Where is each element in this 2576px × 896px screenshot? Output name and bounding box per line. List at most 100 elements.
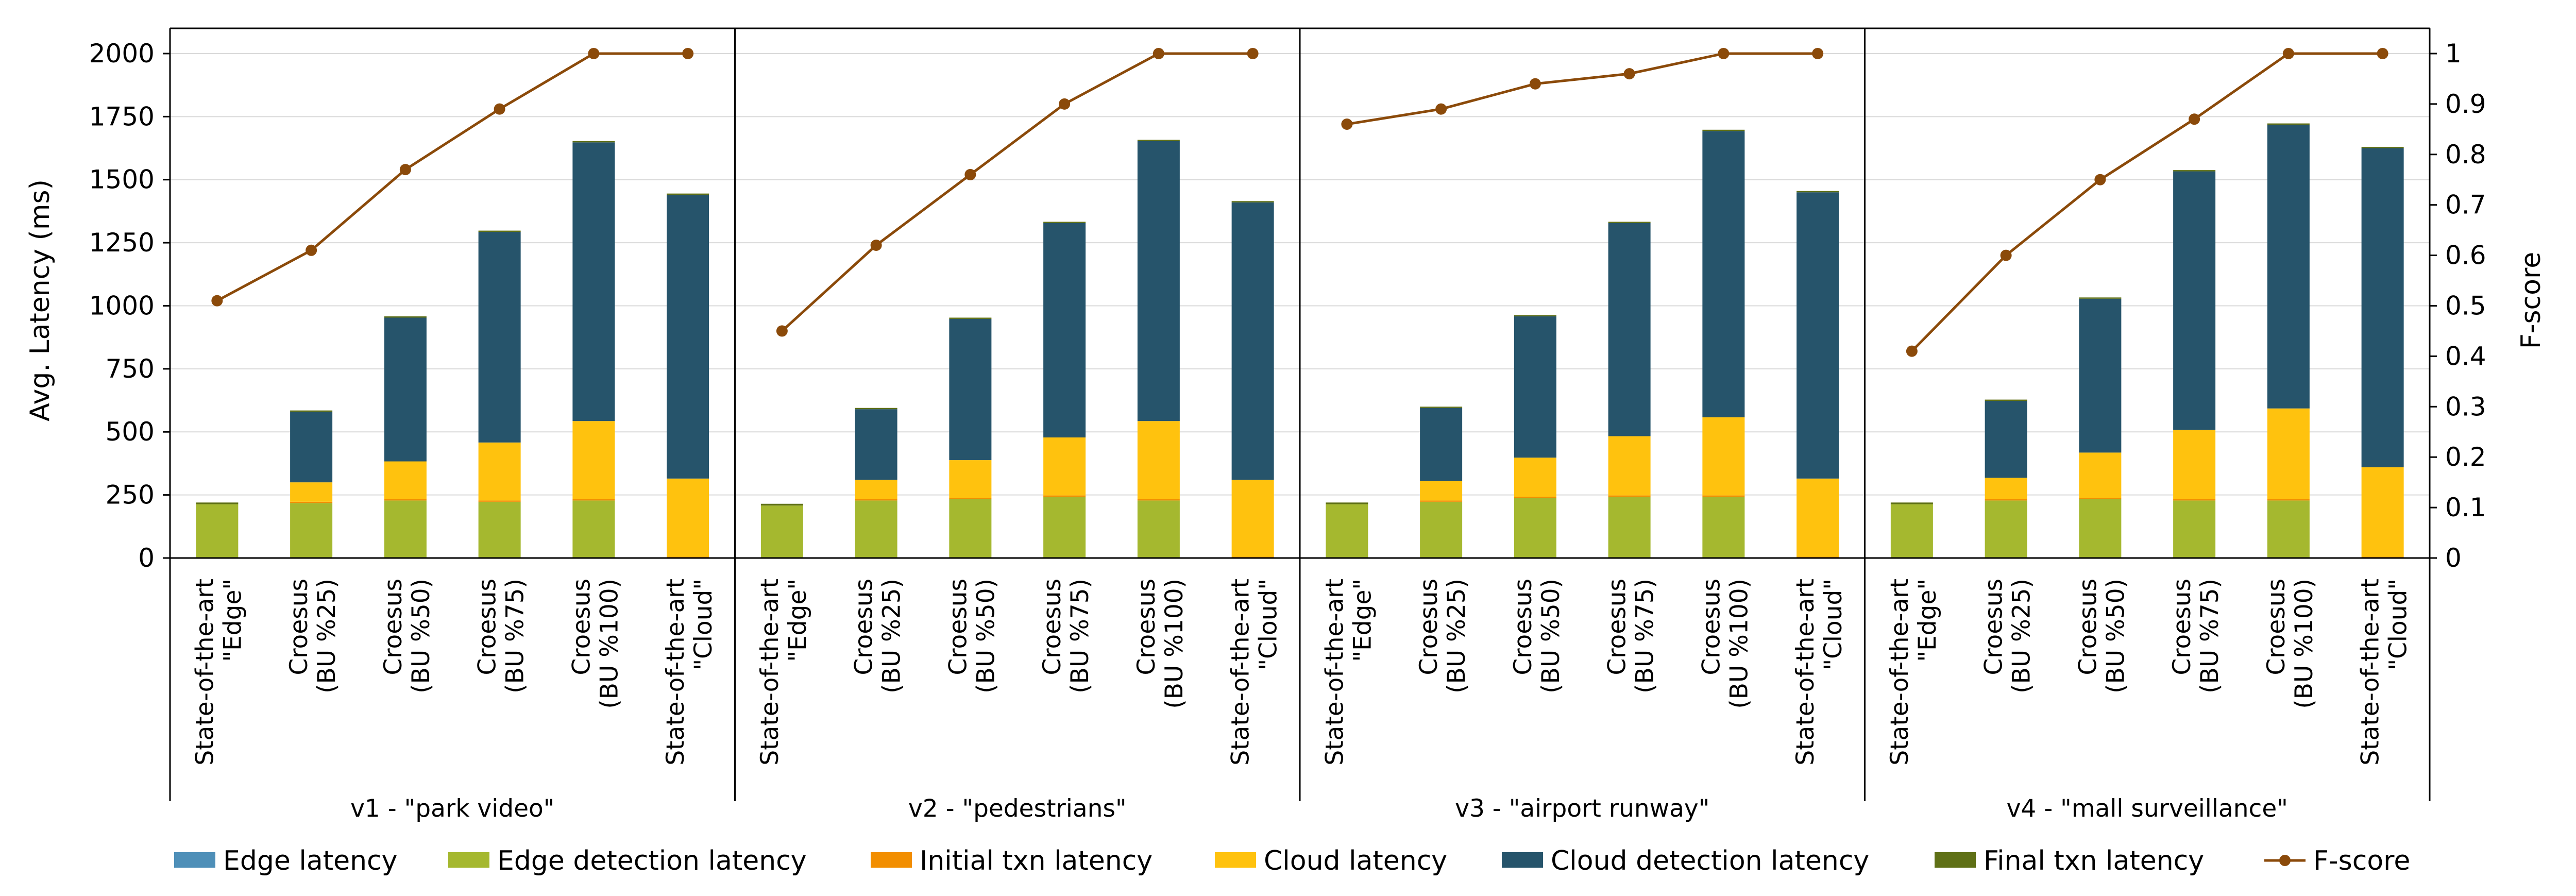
category-label: Croesus(BU %25) [850,579,906,694]
bar-segment-initial-txn-latency [1608,495,1651,497]
fscore-point [494,103,505,115]
bars [196,123,2404,558]
bar-segment-cloud-detection-latency [1231,202,1274,480]
legend-label: Edge detection latency [497,846,807,876]
y-tick-label: 250 [106,480,155,510]
bar-segment-final-txn-latency [2361,147,2404,148]
bar-segment-final-txn-latency [1137,140,1180,141]
bar-segment-final-txn-latency [2079,297,2122,299]
fscore-point [1718,47,1730,59]
bar-segment-final-txn-latency [290,410,333,412]
group-label: v2 - "pedestrians" [908,794,1127,823]
bar-segment-cloud-detection-latency [572,142,615,421]
bar-segment-cloud-detection-latency [1702,131,1745,417]
y2-tick-label: 0.5 [2445,291,2486,320]
category-label: State-of-the-art"Edge" [191,579,247,766]
y-tick-label: 0 [138,543,155,573]
bar-segment-edge-detection-latency [2173,500,2216,557]
bar-segment-cloud-detection-latency [1797,192,1839,479]
y-axis-title: Avg. Latency (ms) [25,179,56,421]
y-tick-label: 500 [106,417,155,447]
category-label: Croesus(BU %75) [2168,579,2224,694]
legend-swatch [871,852,912,868]
legend-label: Cloud detection latency [1551,846,1869,876]
legend-swatch [174,852,215,868]
bar-segment-final-txn-latency [478,230,521,232]
bar-segment-initial-txn-latency [2267,499,2310,501]
bar-segment-final-txn-latency [760,503,803,506]
legend-swatch [1502,852,1543,868]
legend: Edge latency Edge detection latency Initia… [174,846,2410,876]
bar-segment-cloud-detection-latency [1043,223,1086,438]
bar-segment-cloud-latency [1231,480,1274,557]
bar-segment-final-txn-latency [1608,222,1651,223]
bar-segment-edge-detection-latency [384,500,427,557]
bar-segment-cloud-latency [1043,437,1086,496]
bar-segment-final-txn-latency [1043,222,1086,223]
y2-tick-label: 0.9 [2445,89,2486,119]
bar-segment-final-txn-latency [667,193,709,195]
fscore-point [211,295,223,307]
y2-tick-label: 0.3 [2445,392,2486,421]
bar-segment-cloud-latency [572,421,615,499]
bar-segment-cloud-detection-latency [1137,141,1180,421]
category-label: Croesus(BU %25) [285,579,341,694]
bar-segment-edge-detection-latency [2267,500,2310,557]
bar-segment-edge-detection-latency [949,499,992,557]
bar-segment-cloud-detection-latency [290,412,333,483]
fscore-point [1435,103,1447,115]
legend-swatch [1935,852,1976,868]
bar-segment-cloud-detection-latency [384,317,427,462]
category-label: Croesus(BU %100) [1132,579,1189,709]
y2-tick-label: 0.7 [2445,190,2486,220]
y-tick-label: 1250 [89,228,155,258]
bar-segment-edge-detection-latency [1985,500,2027,557]
category-label: State-of-the-art"Cloud" [1791,579,1848,766]
bar-segment-cloud-detection-latency [1985,401,2027,478]
bar-segment-cloud-latency [855,480,897,499]
fscore-point [1812,47,1824,59]
bar-segment-cloud-latency [478,442,521,501]
bar-segment-final-txn-latency [2173,170,2216,172]
bar-segment-cloud-latency [1797,478,1839,557]
category-label: Croesus(BU %25) [1980,579,2036,694]
category-label: State-of-the-art"Cloud" [1227,579,1283,766]
bar-segment-final-txn-latency [1514,315,1556,317]
bar-segment-edge-detection-latency [1043,497,1086,557]
bar-segment-cloud-latency [2079,452,2122,498]
fscore-point [1247,47,1259,59]
y-tick-label: 1750 [89,102,155,131]
group-label: v3 - "airport runway" [1455,794,1709,823]
y2-tick-label: 0.8 [2445,140,2486,170]
bar-segment-cloud-latency [1702,417,1745,496]
bar-segment-initial-txn-latency [2079,498,2122,499]
y-tick-label: 1500 [89,165,155,195]
bar-segment-initial-txn-latency [2173,499,2216,501]
bar-segment-initial-txn-latency [384,499,427,501]
y2-tick-label: 0.2 [2445,442,2486,472]
legend-label: Cloud latency [1264,846,1447,876]
bar-segment-final-txn-latency [949,317,992,319]
bar-segment-cloud-latency [1608,436,1651,496]
bar-segment-cloud-detection-latency [2173,171,2216,430]
bar-segment-cloud-latency [384,461,427,499]
bar-segment-cloud-detection-latency [2361,148,2404,467]
category-label: State-of-the-art"Edge" [1320,579,1377,766]
bar-segment-cloud-detection-latency [667,195,709,479]
bar-segment-cloud-latency [949,460,992,498]
bar-segment-cloud-detection-latency [2079,298,2122,453]
fscore-series-line [781,52,1253,332]
bar-segment-edge-detection-latency [1137,500,1180,557]
bar-segment-edge-detection-latency [572,500,615,557]
legend-swatch-marker [2279,855,2291,866]
bar-segment-cloud-latency [2361,467,2404,557]
category-label: Croesus(BU %25) [1415,579,1471,694]
bar-segment-edge-detection-latency [855,500,897,557]
fscore-line [211,47,2388,357]
fscore-point [2189,113,2200,125]
bar-segment-edge-detection-latency [1890,504,1933,557]
bar-segment-edge-detection-latency [1608,497,1651,557]
category-label: Croesus(BU %50) [944,579,1000,694]
y2-tick-label: 0.6 [2445,241,2486,271]
